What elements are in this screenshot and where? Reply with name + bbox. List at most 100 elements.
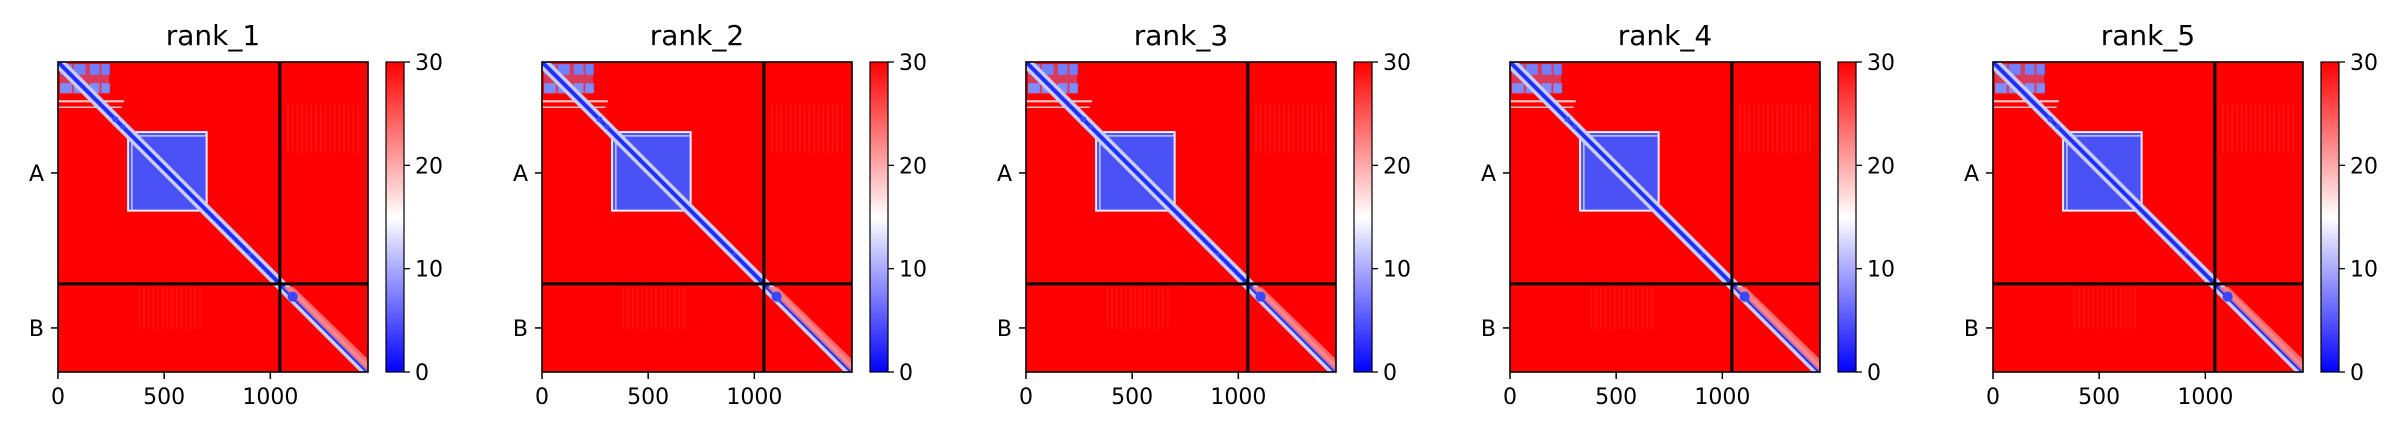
y-tick-label: A [29, 162, 44, 187]
stripe [301, 104, 303, 154]
stripe [646, 287, 648, 330]
stripe [334, 104, 336, 154]
stripe [338, 104, 340, 154]
stripe [785, 104, 787, 154]
domain-spot [1564, 116, 1571, 123]
stripe [1748, 104, 1750, 154]
domain-block [1069, 64, 1079, 75]
stripe [1306, 104, 1308, 154]
stripe [664, 287, 666, 330]
stripe [315, 104, 317, 154]
domain-block [1069, 83, 1079, 93]
stripe [1800, 104, 1802, 154]
x-tick-label: 500 [1111, 385, 1153, 410]
domain-block [573, 83, 584, 93]
stripe [1804, 104, 1806, 154]
colorbar-tick-label: 0 [415, 361, 429, 386]
stripe [2226, 104, 2229, 154]
domain-block [2024, 83, 2035, 93]
stripe [641, 287, 643, 330]
stripe [1325, 104, 1327, 154]
stripe [678, 287, 680, 330]
stripe [1609, 287, 1611, 330]
panel-3: rank_3 0 500 1000 A B 0 10 20 30 [997, 19, 1411, 410]
stripe [832, 104, 834, 154]
stripe [636, 287, 638, 330]
stripe [1134, 287, 1136, 330]
domain-block [1541, 83, 1552, 93]
stripe [1790, 104, 1792, 154]
band [1993, 106, 2057, 108]
stripe [1139, 287, 1141, 330]
domain-block [1541, 64, 1552, 75]
domain-outline [2062, 131, 2143, 212]
colorbar-tick-label: 10 [415, 258, 443, 283]
x-tick-label: 0 [1019, 385, 1033, 410]
band [612, 135, 691, 137]
colorbar-tick-label: 20 [415, 154, 443, 179]
x-tick-label: 1000 [2177, 385, 2233, 410]
stripe [1809, 104, 1811, 154]
domain-block [585, 83, 595, 93]
colorbar-tick-label: 0 [2350, 361, 2364, 386]
stripe [2222, 104, 2224, 154]
stripe [771, 104, 773, 154]
colorbar-tick-label: 30 [2350, 51, 2378, 76]
axes-frame [1025, 61, 1337, 373]
stripe [1604, 287, 1606, 330]
domain-spot [248, 252, 252, 256]
heatmap-cells [1510, 62, 1820, 372]
domain-block [2008, 64, 2021, 75]
stripe [2115, 287, 2117, 330]
domain-block [1995, 83, 2007, 93]
stripe [1753, 104, 1755, 154]
colorbar-tick-label: 0 [1867, 361, 1881, 386]
stripe [2111, 287, 2113, 330]
stripe [1767, 104, 1769, 154]
stripe [1743, 104, 1746, 154]
stripe [1651, 287, 1653, 330]
stripe [1618, 287, 1620, 330]
stripe [1772, 104, 1774, 154]
heatmap-cells [1993, 62, 2303, 372]
y-tick-label: A [513, 162, 528, 187]
axes-frame [57, 61, 369, 373]
domain-spot [1572, 124, 1578, 130]
domain-block [1525, 64, 1538, 75]
domain-block [101, 83, 111, 93]
panel-title: rank_1 [166, 19, 260, 52]
x-tick-label: 1000 [242, 385, 298, 410]
stripe [2101, 287, 2103, 330]
domain-spot [596, 116, 603, 123]
domain-spot [771, 291, 782, 302]
stripe [138, 287, 140, 330]
panel-4: rank_4 0 500 1000 A B 0 10 20 30 [1481, 19, 1895, 410]
domain-block [1041, 64, 1054, 75]
band [1510, 106, 1574, 108]
domain-spot [2055, 124, 2061, 130]
stripe [1158, 287, 1160, 330]
stripe [1255, 104, 1257, 154]
domain-outline [611, 131, 692, 212]
stripe [2269, 104, 2271, 154]
colorbar-tick-label: 0 [1383, 361, 1397, 386]
panel-title: rank_5 [2101, 19, 2195, 52]
domain-spot [732, 252, 736, 256]
stripe [1628, 287, 1630, 330]
band [2063, 135, 2142, 137]
axes-frame [541, 61, 853, 373]
stripe [2125, 287, 2127, 330]
stripe [1590, 287, 1592, 330]
stripe [2259, 104, 2261, 154]
stripe [2283, 104, 2285, 154]
colorbar [869, 61, 889, 373]
stripe [143, 287, 145, 330]
band [58, 106, 122, 108]
x-tick-label: 1000 [1694, 385, 1750, 410]
domain-spot [1739, 291, 1750, 302]
stripe [683, 287, 685, 330]
stripe [2236, 104, 2238, 154]
stripe [320, 104, 322, 154]
heatmap-cells [542, 62, 852, 372]
stripe [2231, 104, 2233, 154]
